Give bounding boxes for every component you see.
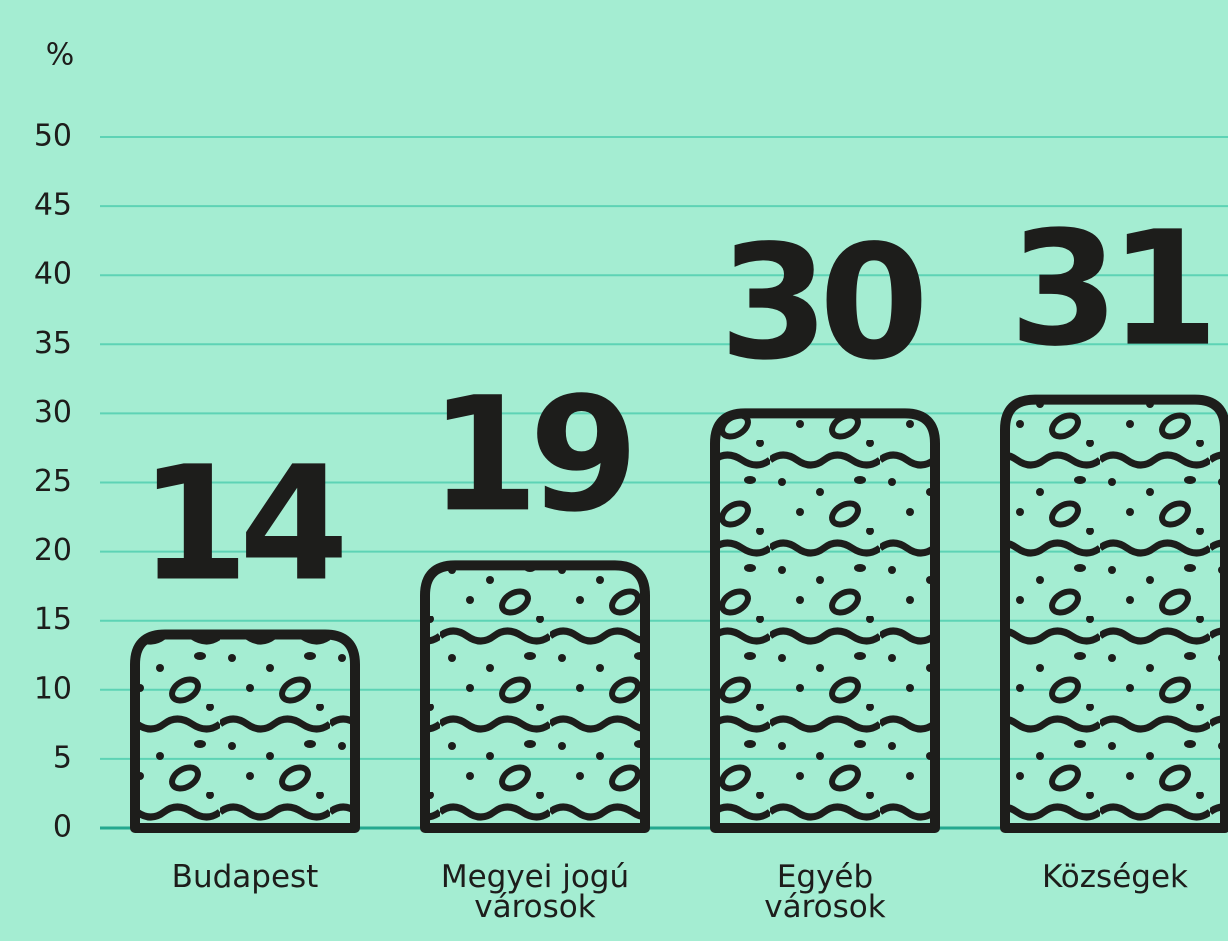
y-tick-label: 45: [34, 188, 72, 223]
bar: [135, 635, 355, 828]
y-tick-label: 5: [53, 740, 72, 775]
y-tick-label: 10: [34, 671, 72, 706]
y-tick-label: 35: [34, 326, 72, 361]
y-axis-label: %: [46, 38, 75, 73]
y-tick-label: 50: [34, 119, 72, 154]
value-label: 30: [719, 211, 922, 395]
y-tick-label: 15: [34, 602, 72, 637]
x-tick-label-box: Budapest: [115, 862, 375, 941]
bar: [715, 413, 935, 828]
y-tick-label: 20: [34, 533, 72, 568]
y-tick-label: 40: [34, 257, 72, 292]
value-label: 31: [1009, 198, 1209, 382]
x-tick-label: Egyéb városok: [695, 862, 955, 922]
x-tick-label-box: Községek: [985, 862, 1228, 941]
y-tick-label: 0: [53, 810, 72, 845]
x-tick-label-box: Megyei jogú városok: [405, 862, 665, 941]
value-label: 19: [429, 363, 629, 547]
x-tick-label: Községek: [985, 862, 1228, 892]
chart: % 0 5 10 15 20 25 30 35 40 45 50 14 Budapest 19 Megyei…: [0, 0, 1228, 941]
y-tick-label: 30: [34, 395, 72, 430]
page: {"chart_data": {"type": "bar", "y_axis_l…: [0, 0, 1228, 941]
bar: [425, 565, 645, 828]
value-label: 14: [139, 433, 342, 617]
x-tick-label: Budapest: [115, 862, 375, 892]
bar: [1005, 400, 1225, 828]
x-tick-label: Megyei jogú városok: [405, 862, 665, 922]
x-tick-label-box: Egyéb városok: [695, 862, 955, 941]
y-tick-label: 25: [34, 464, 72, 499]
